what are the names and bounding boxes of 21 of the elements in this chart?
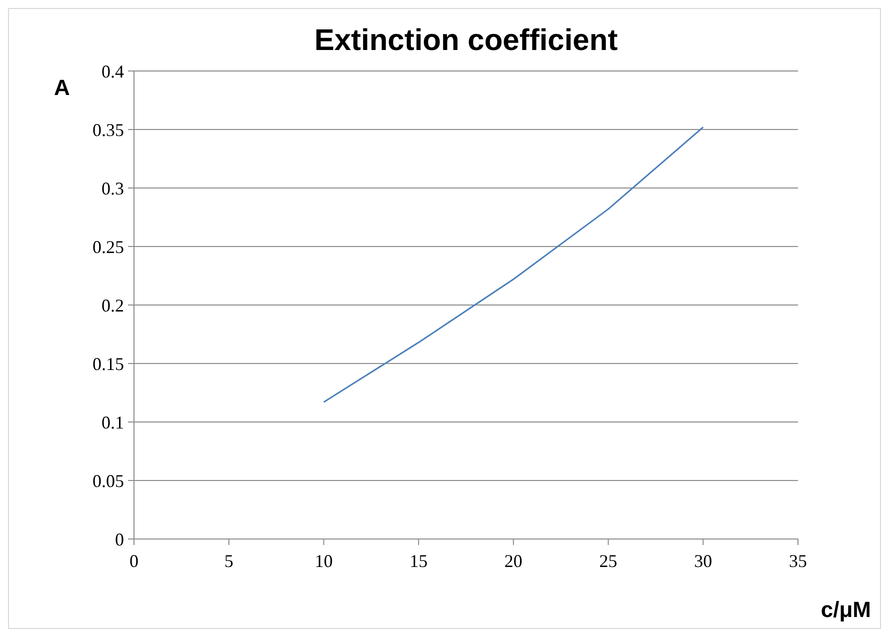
y-axis-title: A [54, 75, 70, 100]
x-tick-label: 35 [789, 551, 807, 571]
x-tick-label: 10 [314, 551, 333, 571]
y-tick-label: 0.15 [92, 354, 124, 374]
x-tick-label: 15 [410, 551, 428, 571]
y-tick-label: 0.1 [102, 412, 124, 432]
chart-title: Extinction coefficient [314, 24, 618, 57]
x-tick-label: 30 [694, 551, 712, 571]
y-tick-label: 0.2 [102, 295, 124, 316]
y-tick-label: 0.3 [102, 178, 124, 198]
y-tick-label: 0 [115, 529, 124, 550]
x-tick-label: 25 [599, 551, 618, 571]
x-tick-label: 0 [130, 551, 138, 571]
x-axis-title: c/μM [820, 597, 871, 622]
y-tick-label: 0.25 [92, 236, 124, 257]
y-tick-label: 0.4 [102, 61, 124, 82]
x-tick-label: 5 [224, 551, 234, 571]
x-tick-label: 20 [504, 551, 522, 571]
y-tick-label: 0.05 [92, 470, 124, 491]
line-series [322, 126, 704, 403]
y-tick-label: 0.35 [92, 120, 124, 140]
